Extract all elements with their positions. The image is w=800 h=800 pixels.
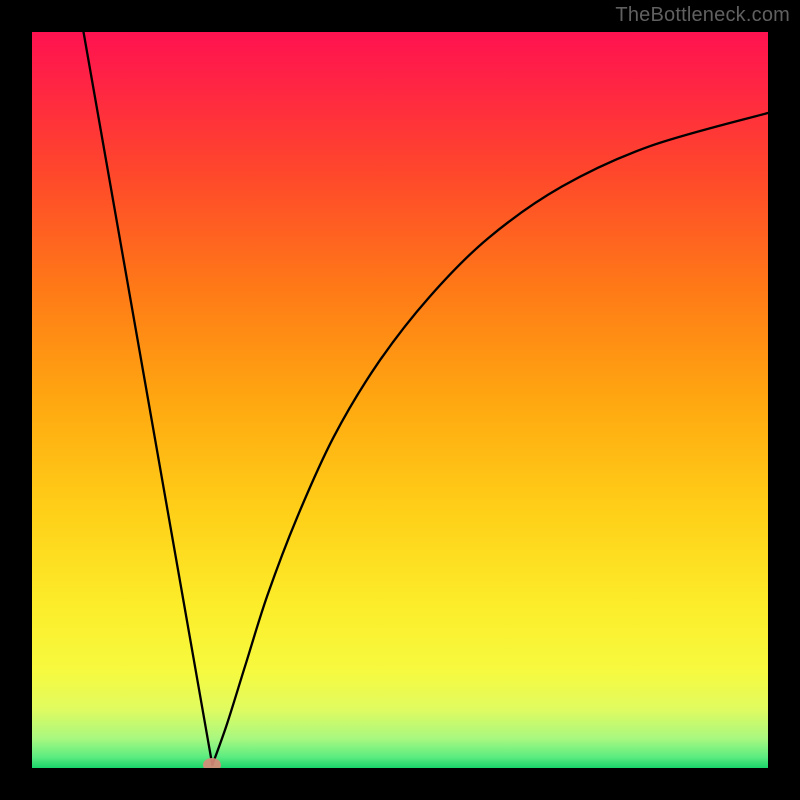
optimal-point-marker — [203, 758, 221, 768]
bottleneck-curve — [32, 32, 768, 768]
chart-container: TheBottleneck.com — [0, 0, 800, 800]
watermark-text: TheBottleneck.com — [615, 4, 790, 27]
plot-region — [32, 32, 768, 768]
